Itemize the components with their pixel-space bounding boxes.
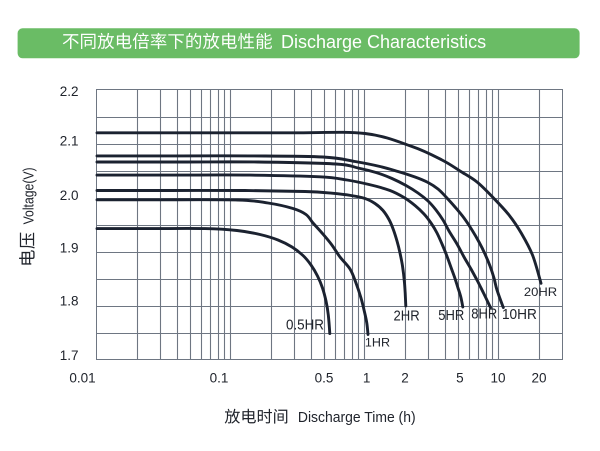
svg-text:5: 5 — [456, 370, 464, 385]
svg-text:0.5HR: 0.5HR — [286, 316, 324, 333]
svg-text:20: 20 — [531, 370, 546, 385]
svg-text:2.0: 2.0 — [60, 188, 79, 203]
svg-text:10HR: 10HR — [502, 306, 537, 323]
svg-text:1.9: 1.9 — [60, 241, 79, 256]
svg-text:2.2: 2.2 — [60, 84, 79, 99]
svg-text:2HR: 2HR — [394, 308, 420, 324]
svg-text:0.5: 0.5 — [315, 370, 334, 385]
svg-text:8HR: 8HR — [471, 306, 497, 323]
svg-text:2.1: 2.1 — [60, 134, 79, 149]
svg-text:0.1: 0.1 — [210, 370, 229, 385]
svg-text:Discharge Time (h): Discharge Time (h) — [298, 409, 416, 426]
svg-text:1HR: 1HR — [365, 336, 390, 350]
svg-text:20HR: 20HR — [524, 285, 557, 299]
svg-text:1: 1 — [363, 370, 371, 385]
svg-text:Discharge Characteristics: Discharge Characteristics — [281, 32, 486, 52]
svg-text:1.8: 1.8 — [60, 294, 79, 309]
svg-text:0.01: 0.01 — [69, 370, 95, 385]
svg-text:Voltage(V): Voltage(V) — [21, 167, 38, 224]
svg-text:5HR: 5HR — [438, 307, 464, 324]
svg-text:1.7: 1.7 — [60, 348, 79, 363]
svg-text:2: 2 — [401, 370, 409, 385]
svg-text:10: 10 — [490, 370, 505, 385]
